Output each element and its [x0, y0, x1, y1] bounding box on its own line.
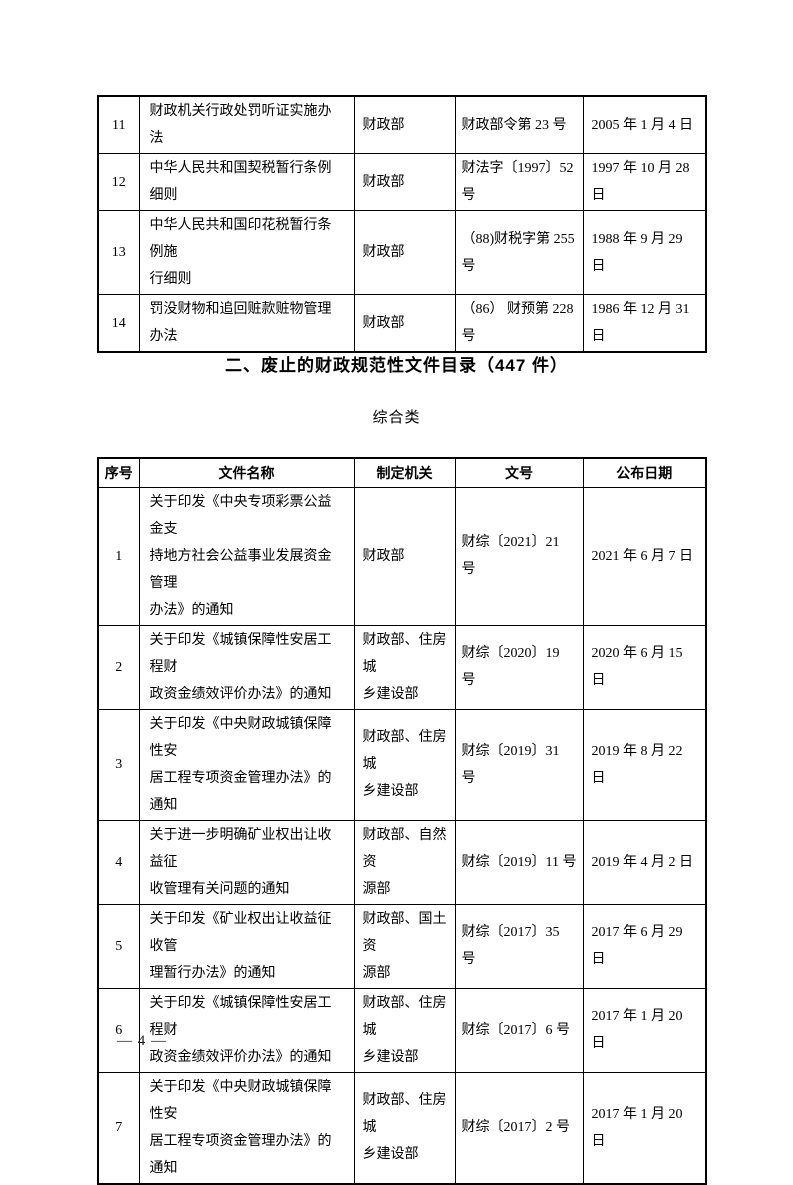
table-row: 1 关于印发《中央专项彩票公益金支 持地方社会公益事业发展资金管理 办法》的通知… — [97, 486, 707, 626]
cell-document-number: 财综〔2021〕21 号 — [454, 486, 584, 626]
table-row: 11 财政机关行政处罚听证实施办法 财政部 财政部令第 23 号 2005 年 … — [97, 95, 707, 154]
cell-issuing-agency: 财政部 — [353, 153, 456, 211]
cell-serial: 4 — [97, 819, 140, 905]
cell-publish-date: 2017 年 6 月 29 日 — [582, 903, 707, 989]
table-row: 3 关于印发《中央财政城镇保障性安 居工程专项资金管理办法》的通知 财政部、住房… — [97, 708, 707, 821]
cell-document-number: 财法字〔1997〕52 号 — [454, 153, 584, 211]
cell-publish-date: 1986 年 12 月 31 日 — [582, 294, 707, 353]
table-row: 6 关于印发《城镇保障性安居工程财 政资金绩效评价办法》的通知 财政部、住房城 … — [97, 987, 707, 1073]
table-row: 12 中华人民共和国契税暂行条例细则 财政部 财法字〔1997〕52 号 199… — [97, 153, 707, 211]
cell-serial: 11 — [97, 95, 140, 154]
column-header-document-name: 文件名称 — [138, 457, 355, 488]
cell-document-number: 财综〔2017〕6 号 — [454, 987, 584, 1073]
cell-document-number: 财综〔2017〕2 号 — [454, 1071, 584, 1184]
cell-serial: 14 — [97, 294, 140, 353]
table-repealed-regulations-continued: 11 财政机关行政处罚听证实施办法 财政部 财政部令第 23 号 2005 年 … — [97, 95, 707, 353]
cell-publish-date: 2019 年 4 月 2 日 — [582, 819, 707, 905]
cell-document-name: 关于印发《中央财政城镇保障性安 居工程专项资金管理办法》的通知 — [138, 708, 355, 821]
cell-document-number: 财综〔2019〕11 号 — [454, 819, 584, 905]
table-row: 7 关于印发《中央财政城镇保障性安 居工程专项资金管理办法》的通知 财政部、住房… — [97, 1071, 707, 1184]
cell-publish-date: 2017 年 1 月 20 日 — [582, 1071, 707, 1184]
cell-publish-date: 1997 年 10 月 28 日 — [582, 153, 707, 211]
table-row: 4 关于进一步明确矿业权出让收益征 收管理有关问题的通知 财政部、自然资 源部 … — [97, 819, 707, 905]
cell-publish-date: 2017 年 1 月 20 日 — [582, 987, 707, 1073]
table-row: 2 关于印发《城镇保障性安居工程财 政资金绩效评价办法》的通知 财政部、住房城 … — [97, 624, 707, 710]
cell-document-name: 财政机关行政处罚听证实施办法 — [138, 95, 355, 154]
column-header-serial: 序号 — [97, 457, 140, 488]
cell-document-number: （86） 财预第 228 号 — [454, 294, 584, 353]
cell-publish-date: 2005 年 1 月 4 日 — [582, 95, 707, 154]
cell-serial: 1 — [97, 486, 140, 626]
column-header-publish-date: 公布日期 — [582, 457, 707, 488]
cell-document-number: 财综〔2017〕35 号 — [454, 903, 584, 989]
cell-serial: 2 — [97, 624, 140, 710]
cell-publish-date: 1988 年 9 月 29 日 — [582, 210, 707, 295]
page-number: — 4 — — [117, 1033, 167, 1049]
cell-issuing-agency: 财政部、国土资 源部 — [353, 903, 456, 989]
cell-document-name: 关于印发《城镇保障性安居工程财 政资金绩效评价办法》的通知 — [138, 624, 355, 710]
cell-issuing-agency: 财政部、住房城 乡建设部 — [353, 1071, 456, 1184]
cell-issuing-agency: 财政部、住房城 乡建设部 — [353, 624, 456, 710]
section-subtitle: 综合类 — [372, 410, 421, 426]
table-row: 13 中华人民共和国印花税暂行条例施 行细则 财政部 （88)财税字第 255 … — [97, 210, 707, 295]
cell-document-number: 财综〔2019〕31 号 — [454, 708, 584, 821]
cell-publish-date: 2020 年 6 月 15 日 — [582, 624, 707, 710]
cell-issuing-agency: 财政部 — [353, 294, 456, 353]
cell-document-number: 财政部令第 23 号 — [454, 95, 584, 154]
cell-issuing-agency: 财政部 — [353, 210, 456, 295]
cell-issuing-agency: 财政部、自然资 源部 — [353, 819, 456, 905]
cell-issuing-agency: 财政部 — [353, 486, 456, 626]
cell-publish-date: 2021 年 6 月 7 日 — [582, 486, 707, 626]
column-header-issuing-agency: 制定机关 — [353, 457, 456, 488]
table-row: 5 关于印发《矿业权出让收益征收管 理暂行办法》的通知 财政部、国土资 源部 财… — [97, 903, 707, 989]
cell-document-number: 财综〔2020〕19 号 — [454, 624, 584, 710]
cell-issuing-agency: 财政部、住房城 乡建设部 — [353, 987, 456, 1073]
cell-serial: 7 — [97, 1071, 140, 1184]
cell-document-name: 关于印发《城镇保障性安居工程财 政资金绩效评价办法》的通知 — [138, 987, 355, 1073]
cell-serial: 12 — [97, 153, 140, 211]
cell-serial: 3 — [97, 708, 140, 821]
section-title: 二、废止的财政规范性文件目录（447 件） — [224, 356, 569, 375]
cell-document-name: 中华人民共和国契税暂行条例细则 — [138, 153, 355, 211]
cell-document-number: （88)财税字第 255 号 — [454, 210, 584, 295]
cell-serial: 6 — [97, 987, 140, 1073]
cell-document-name: 关于印发《矿业权出让收益征收管 理暂行办法》的通知 — [138, 903, 355, 989]
cell-issuing-agency: 财政部 — [353, 95, 456, 154]
table-header-row: 序号 文件名称 制定机关 文号 公布日期 — [97, 457, 707, 488]
cell-document-name: 罚没财物和追回赃款赃物管理办法 — [138, 294, 355, 353]
cell-serial: 5 — [97, 903, 140, 989]
cell-document-name: 关于印发《中央专项彩票公益金支 持地方社会公益事业发展资金管理 办法》的通知 — [138, 486, 355, 626]
cell-document-name: 关于进一步明确矿业权出让收益征 收管理有关问题的通知 — [138, 819, 355, 905]
cell-document-name: 中华人民共和国印花税暂行条例施 行细则 — [138, 210, 355, 295]
table-row: 14 罚没财物和追回赃款赃物管理办法 财政部 （86） 财预第 228 号 19… — [97, 294, 707, 353]
cell-issuing-agency: 财政部、住房城 乡建设部 — [353, 708, 456, 821]
cell-document-name: 关于印发《中央财政城镇保障性安 居工程专项资金管理办法》的通知 — [138, 1071, 355, 1184]
document-page: 11 财政机关行政处罚听证实施办法 财政部 财政部令第 23 号 2005 年 … — [97, 95, 707, 1185]
column-header-document-number: 文号 — [454, 457, 584, 488]
table-repealed-normative-documents: 序号 文件名称 制定机关 文号 公布日期 1 关于印发《中央专项彩票公益金支 持… — [97, 457, 707, 1185]
cell-serial: 13 — [97, 210, 140, 295]
cell-publish-date: 2019 年 8 月 22 日 — [582, 708, 707, 821]
